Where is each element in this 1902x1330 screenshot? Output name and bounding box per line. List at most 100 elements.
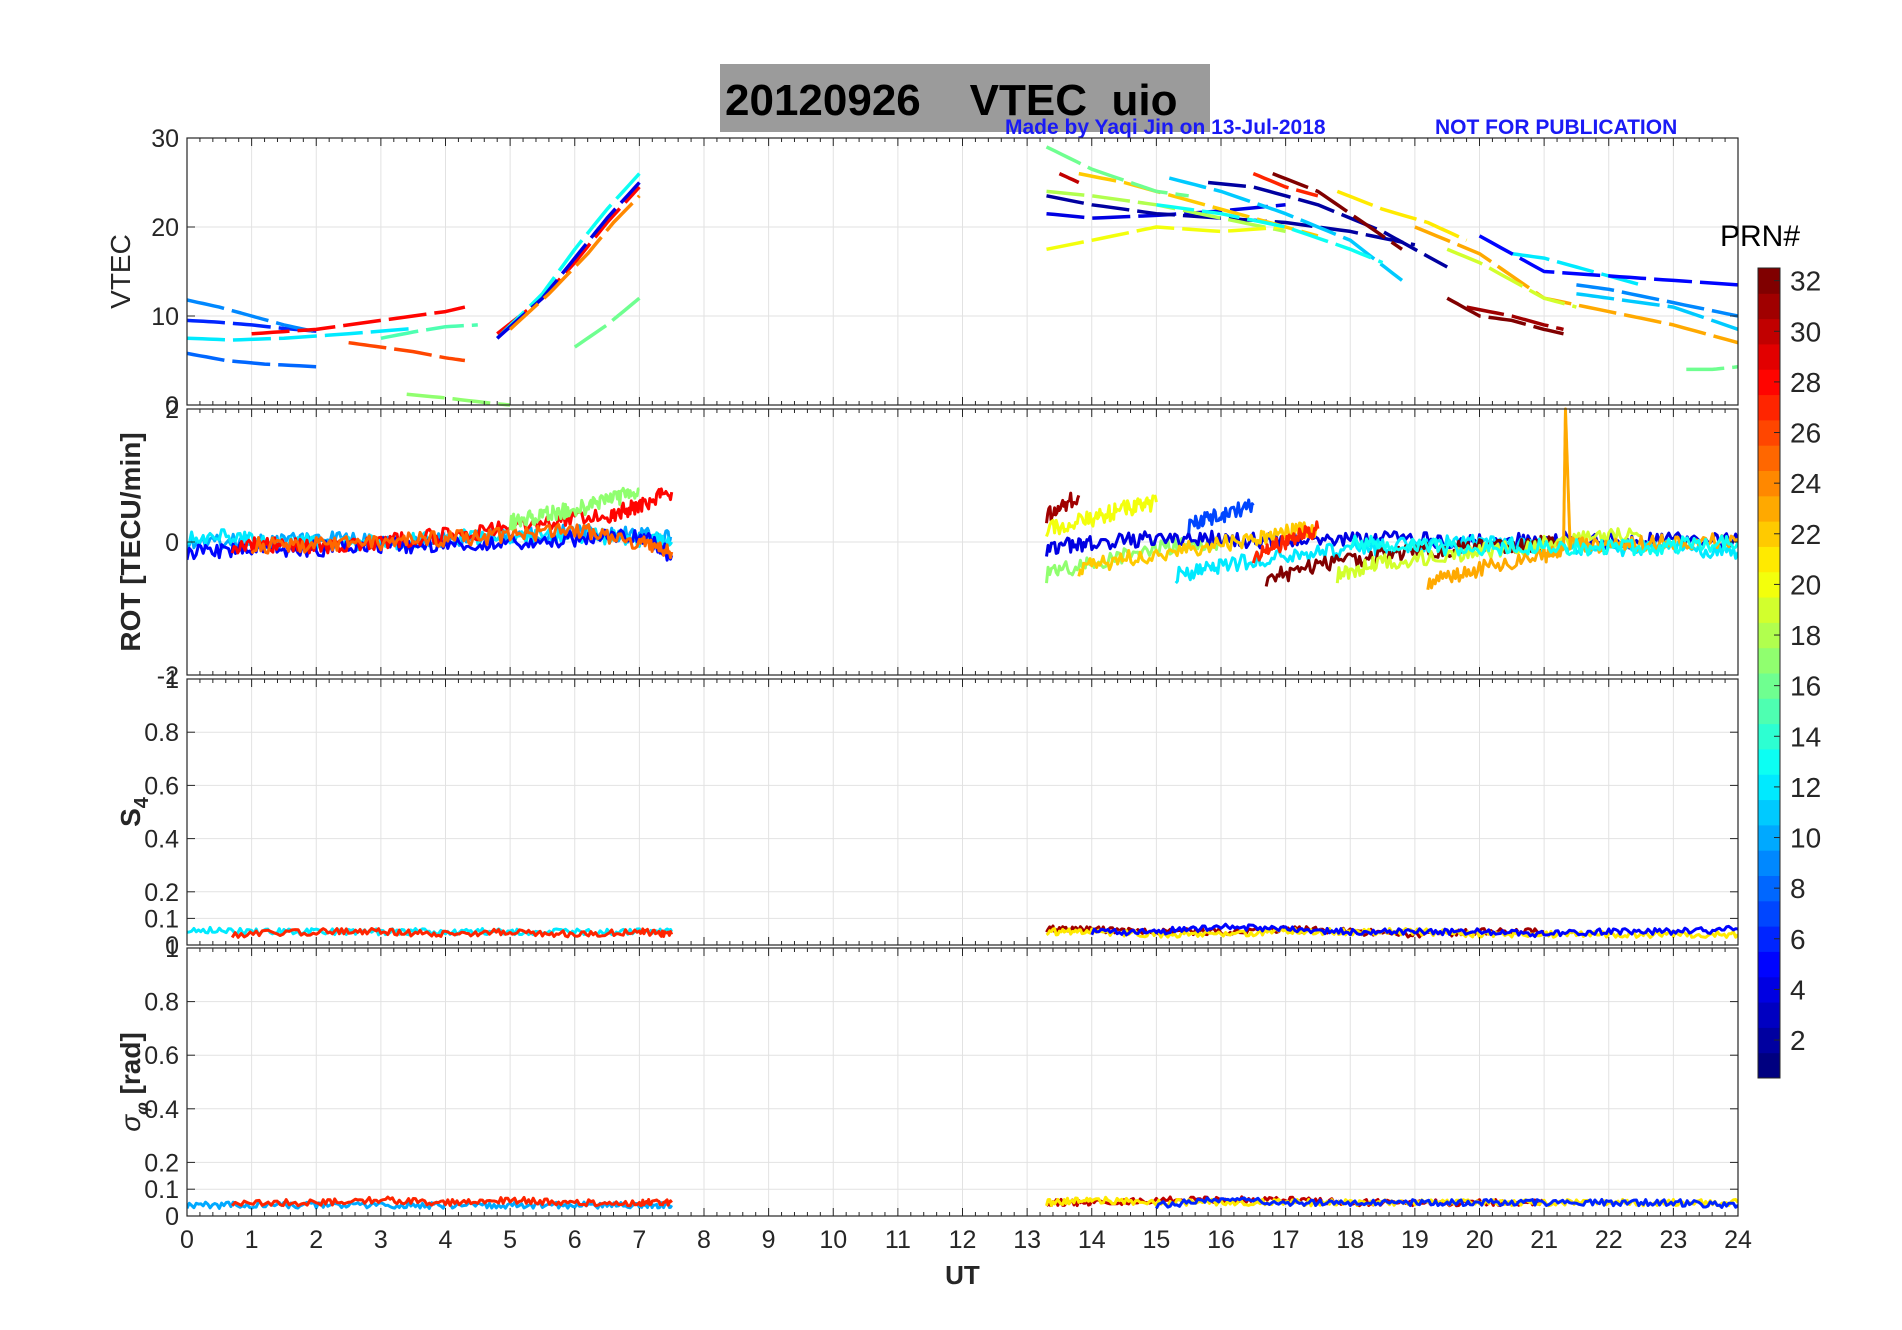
x-tick-label: 18 [1336,1226,1364,1254]
colorbar-segment [1758,900,1780,927]
series-rot-prn-13 [1348,534,1738,557]
series-s4-prn-27 [230,927,674,939]
y-tick-label: 0 [165,932,179,960]
x-tick-label: 5 [503,1226,517,1254]
series-vtec-prn-4 [496,181,641,340]
y-axis-label-sub: 4 [131,796,153,808]
series-rot-prn-31 [1045,491,1081,524]
y-tick-label: 0.1 [144,905,179,933]
series-vtec-prn-2 [1046,194,1416,247]
panel-s4: 00.10.2 0.4 0.6 0.8 1 S4 [115,666,1739,960]
colorbar-tick-label: 26 [1790,418,1821,449]
y-tick-label: 20 [151,214,179,242]
series-vtec-prn-28 [496,185,641,336]
y-tick-label: -2 [157,662,179,690]
series-rot-prn-7 [1187,498,1255,534]
x-tick-label: 13 [1013,1226,1041,1254]
colorbar-tick-label: 24 [1790,468,1821,499]
series-rot-prn-19 [1335,527,1642,584]
series-vtec-prn-32 [1446,296,1564,336]
colorbar-segment [1758,546,1780,573]
colorbar-segment [1758,774,1780,801]
series-vtec-prn-16 [1045,145,1189,198]
y-tick-label: 0.8 [144,719,179,747]
y-tick-label: 0.2 [144,1149,179,1177]
x-tick-label: 3 [374,1226,388,1254]
colorbar-tick-label: 32 [1790,266,1821,297]
colorbar-segment [1758,470,1780,497]
colorbar-segment [1758,647,1780,674]
series-rot-prn-25 [250,522,674,560]
x-tick-label: 4 [439,1226,453,1254]
y-tick-label: 0 [165,1203,179,1231]
series-vtec-prn-32 [1272,171,1403,251]
title-box [720,64,1210,132]
y-tick-label: 30 [151,125,179,153]
colorbar-segment [1758,622,1780,649]
x-tick-label: 10 [819,1226,847,1254]
y-axis-label: VTEC [105,234,136,309]
colorbar-segment [1758,824,1780,851]
series-vtec-prn-20 [1046,225,1286,252]
x-tick-label: 19 [1401,1226,1429,1254]
x-tick-label: 2 [309,1226,323,1254]
colorbar-segment [1758,850,1780,876]
series-vtec-prn-16 [1686,364,1738,372]
series-vtec-prn-13 [1156,203,1384,265]
series-vtec-prn-24 [508,194,641,331]
colorbar-segment [1758,976,1780,1003]
series-rot-prn-23 [1426,407,1738,590]
colorbar-segment [1758,521,1780,547]
y-tick-label: 2 [165,396,179,424]
series-vtec-prn-23 [1414,225,1738,345]
x-tick-label: 15 [1142,1226,1170,1254]
panel-rot: -2 0 2 ROT [TECU/min] [115,396,1739,690]
colorbar-tick-label: 2 [1790,1025,1806,1056]
series-s4-prn-5 [1090,922,1738,939]
colorbar-tick-label: 16 [1790,671,1821,702]
series-rot-prn-12 [1174,533,1738,585]
colorbar-title: PRN# [1720,220,1801,253]
colorbar-frame [1757,267,1781,1079]
x-tick-label: 6 [568,1226,582,1254]
series-vtec-prn-17 [406,392,511,407]
y-tick-label: 0 [165,529,179,557]
colorbar-segment [1758,799,1780,826]
notice-text: NOT FOR PUBLICATION [1435,116,1678,139]
x-tick-label: 9 [762,1226,776,1254]
y-axis-label: ROT [TECU/min] [115,432,146,651]
x-tick-label: 20 [1466,1226,1494,1254]
y-axis-label: σφ [rad] [115,1032,152,1132]
series-vtec-prn-28 [251,305,466,336]
figure-title: 20120926 VTEC uio [725,76,1177,126]
colorbar-segment [1758,293,1780,320]
colorbar-segment [1758,571,1780,598]
y-tick-label: 0.1 [144,1176,179,1204]
colorbar-tick-label: 28 [1790,367,1821,398]
y-axis-label: S4 [115,796,153,827]
panel-vtec: 0 10 20 30 VTEC [105,125,1739,420]
x-tick-label: 14 [1078,1226,1106,1254]
y-tick-label: 1 [165,666,179,694]
series-vtec-prn-31 [1466,305,1564,332]
colorbar-segment [1758,673,1780,699]
series-vtec-prn-21 [1336,189,1468,242]
x-tick-label: 8 [697,1226,711,1254]
colorbar-segment [1758,1052,1780,1079]
series-vtec-prn-15 [380,323,478,341]
y-axis-label-sigma: σ [115,1114,146,1132]
series-vtec-prn-8 [187,351,317,369]
series-vtec-prn-16 [573,296,641,349]
series-vtec-prn-2 [1207,180,1449,269]
colorbar-segment [1758,369,1780,396]
y-axis-label-unit: [rad] [115,1032,146,1102]
colorbar-segment [1758,343,1780,370]
y-tick-label: 0.4 [144,1096,179,1124]
x-tick-label: 22 [1595,1226,1623,1254]
colorbar-tick-label: 4 [1790,974,1806,1005]
series-vtec-prn-11 [1168,176,1404,282]
colorbar-segment [1758,419,1780,446]
colorbar-tick-label: 20 [1790,569,1821,600]
